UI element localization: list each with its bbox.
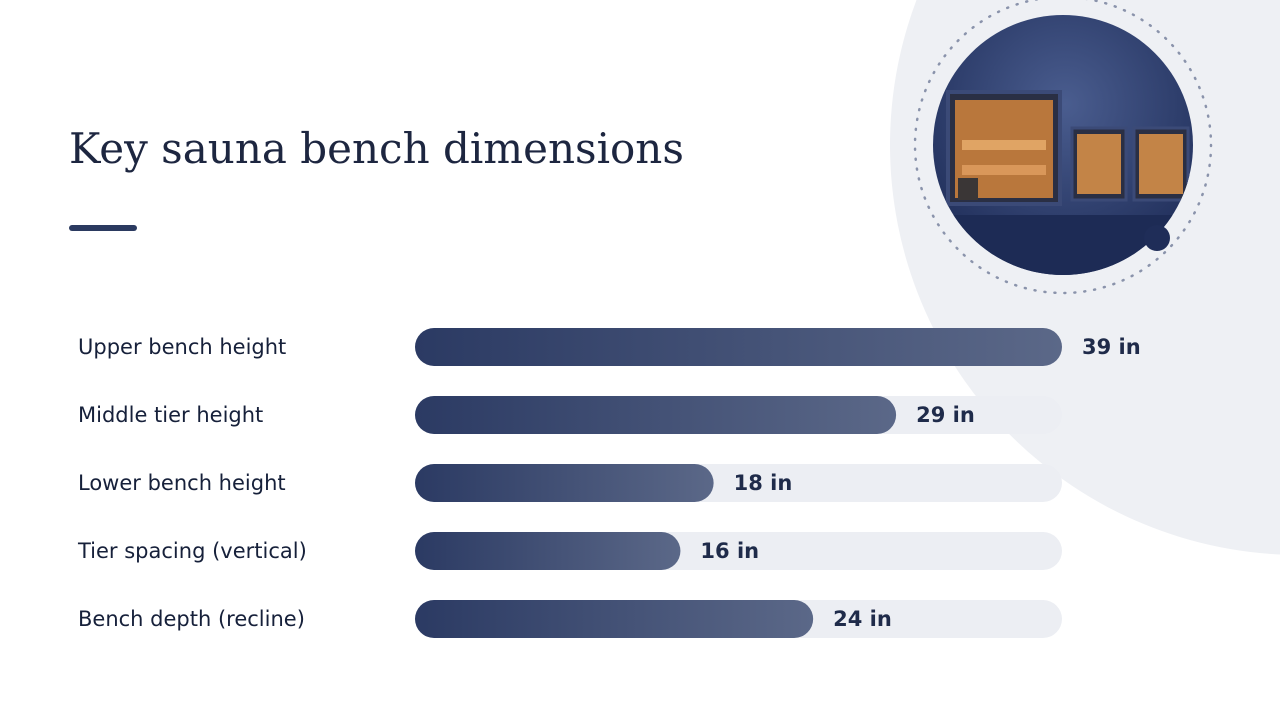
- value-label: 29 in: [916, 403, 975, 427]
- title-underline: [69, 225, 137, 231]
- category-label: Bench depth (recline): [78, 607, 305, 631]
- bar: [415, 328, 1062, 366]
- category-label: Middle tier height: [78, 403, 263, 427]
- value-label: 24 in: [833, 607, 892, 631]
- bar: [415, 532, 681, 570]
- category-label: Upper bench height: [78, 335, 286, 359]
- category-label: Lower bench height: [78, 471, 286, 495]
- dotted-ring: [913, 0, 1213, 295]
- value-label: 39 in: [1082, 335, 1141, 359]
- value-label: 16 in: [700, 539, 759, 563]
- bar: [415, 396, 897, 434]
- value-label: 18 in: [734, 471, 793, 495]
- chart-title: Key sauna bench dimensions: [69, 124, 684, 173]
- bar: [415, 464, 714, 502]
- accent-dot: [1144, 225, 1170, 251]
- bar: [415, 600, 814, 638]
- category-label: Tier spacing (vertical): [77, 539, 307, 563]
